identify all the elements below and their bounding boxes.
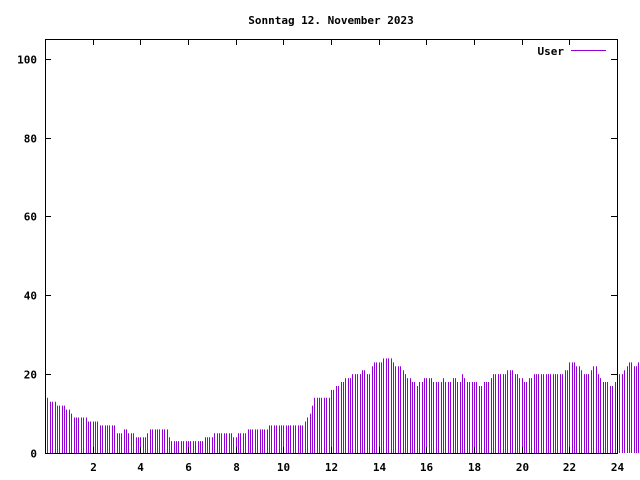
x-tick-label: 16 xyxy=(420,461,434,474)
y-axis: 0 20 40 60 80 100 xyxy=(17,54,617,461)
chart-title: Sonntag 12. November 2023 xyxy=(248,14,414,27)
y-tick-label: 60 xyxy=(24,211,37,224)
x-tick-label: 20 xyxy=(516,461,529,474)
y-tick-label: 80 xyxy=(24,133,37,146)
y-tick-label: 40 xyxy=(24,290,37,303)
x-tick-label: 2 xyxy=(90,461,97,474)
x-tick-label: 18 xyxy=(468,461,481,474)
y-tick-label: 20 xyxy=(24,369,37,382)
y-tick-label: 0 xyxy=(30,448,37,461)
y-tick-label: 100 xyxy=(17,54,37,67)
x-tick-label: 10 xyxy=(277,461,290,474)
legend: User xyxy=(538,45,606,58)
x-tick-label: 14 xyxy=(373,461,387,474)
bar-series xyxy=(45,358,639,453)
x-axis: 2 4 6 8 10 12 14 16 18 20 22 24 xyxy=(90,39,624,474)
x-tick-label: 4 xyxy=(137,461,144,474)
x-tick-label: 24 xyxy=(611,461,625,474)
x-tick-label: 22 xyxy=(563,461,576,474)
legend-label: User xyxy=(538,45,565,58)
x-tick-label: 8 xyxy=(233,461,240,474)
x-tick-label: 6 xyxy=(185,461,192,474)
x-tick-label: 12 xyxy=(325,461,338,474)
